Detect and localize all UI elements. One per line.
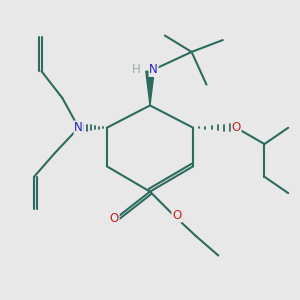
Text: N: N (74, 121, 83, 134)
Text: O: O (232, 121, 241, 134)
Text: N: N (149, 63, 158, 76)
Text: O: O (172, 209, 182, 222)
Text: O: O (110, 212, 119, 225)
Text: H: H (132, 63, 141, 76)
Polygon shape (146, 71, 154, 105)
